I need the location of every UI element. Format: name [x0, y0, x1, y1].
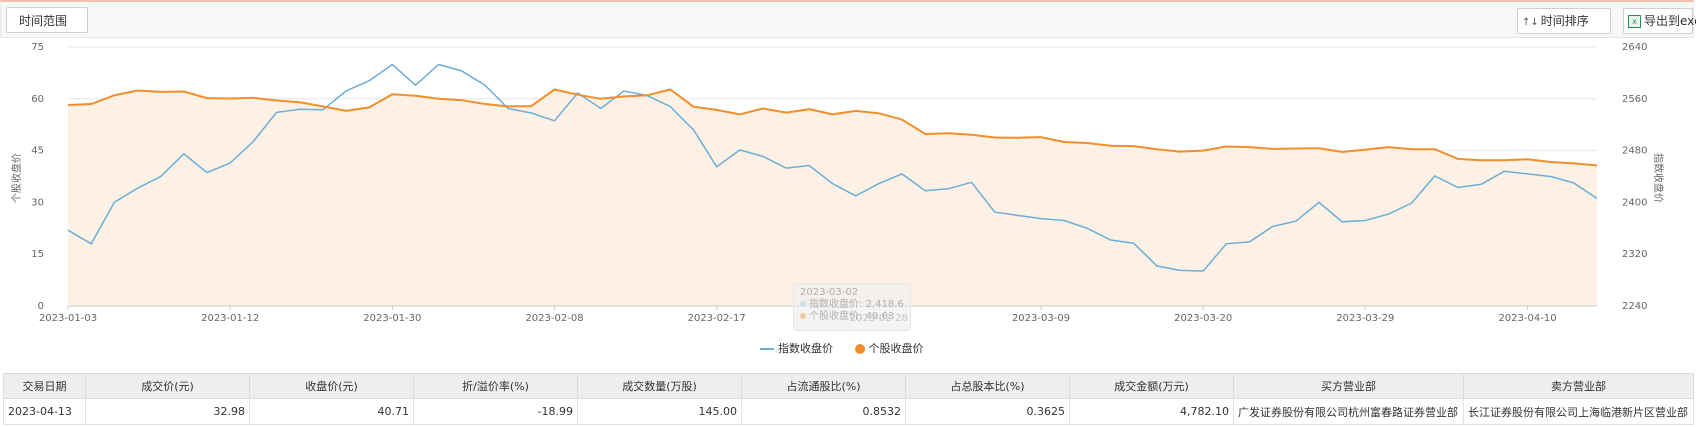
block-trade-table: 交易日期 成交价(元) 收盘价(元) 折/溢价率(%) 成交数量(万股) 占流通… [3, 373, 1694, 425]
cell-seller: 长江证券股份有限公司上海临港新片区营业部 [1463, 398, 1694, 425]
right-tick-label: 2480 [1622, 146, 1647, 157]
header-premium-rate[interactable]: 折/溢价率(%) [413, 373, 578, 399]
header-seller[interactable]: 卖方营业部 [1463, 373, 1694, 399]
cell-trade-price: 32.98 [85, 398, 250, 425]
header-trade-date[interactable]: 交易日期 [3, 373, 86, 399]
stock-dot-icon [800, 313, 806, 319]
index-line [67, 63, 1598, 272]
time-sort-label: 时间排序 [1540, 14, 1589, 28]
left-tick-label: 60 [31, 94, 44, 105]
tooltip-index-value: 2,418.6 [865, 299, 904, 310]
tooltip-stock-label: 个股收盘价 [809, 311, 859, 322]
x-tick-label: 2023-01-03 [39, 313, 97, 324]
left-axis: 0 15 30 45 60 75 [31, 42, 44, 312]
tooltip-stock-row: 个股收盘价: 49.63 [800, 311, 904, 323]
cell-total-ratio: 0.3625 [905, 398, 1070, 425]
header-close-price[interactable]: 收盘价(元) [249, 373, 414, 399]
table-header-row: 交易日期 成交价(元) 收盘价(元) 折/溢价率(%) 成交数量(万股) 占流通… [3, 373, 1694, 399]
stock-area-fill [68, 89, 1597, 306]
table-row[interactable]: 2023-04-13 32.98 40.71 -18.99 145.00 0.8… [3, 398, 1694, 425]
legend-stock-label: 个股收盘价 [868, 342, 924, 355]
chart-tooltip: 2023-03-02 指数收盘价: 2,418.6 个股收盘价: 49.63 [793, 283, 911, 331]
left-tick-label: 30 [31, 197, 44, 208]
legend-stock[interactable]: 个股收盘价 [837, 342, 924, 355]
export-excel-label: 导出到excel [1644, 14, 1696, 28]
x-tick-label: 2023-02-08 [525, 313, 583, 324]
legend-index[interactable]: 指数收盘价 [760, 342, 833, 355]
header-total-ratio[interactable]: 占总股本比(%) [905, 373, 1070, 399]
cell-amount: 4,782.10 [1069, 398, 1234, 425]
chart-lines [67, 63, 1598, 272]
tooltip-date: 2023-03-02 [800, 287, 859, 298]
left-tick-label: 15 [31, 249, 44, 260]
right-tick-label: 2400 [1622, 197, 1647, 208]
tooltip-index-label: 指数收盘价 [809, 299, 859, 310]
right-axis: 2240 2320 2400 2480 2560 2640 [1622, 42, 1647, 312]
toolbar: 时间范围 ↑↓时间排序 x导出到excel [0, 0, 1696, 38]
legend-index-label: 指数收盘价 [778, 342, 833, 355]
stock-line [67, 88, 1598, 167]
cell-trade-date: 2023-04-13 [3, 398, 86, 425]
stock-area [68, 89, 1597, 306]
sort-icon: ↑↓ [1522, 17, 1539, 28]
right-tick-label: 2240 [1622, 301, 1647, 312]
header-volume[interactable]: 成交数量(万股) [577, 373, 742, 399]
header-buyer[interactable]: 买方营业部 [1233, 373, 1464, 399]
chart-legend: 指数收盘价 个股收盘价 [760, 340, 924, 356]
x-tick-label: 2023-03-29 [1336, 313, 1394, 324]
cell-volume: 145.00 [577, 398, 742, 425]
left-tick-label: 45 [31, 146, 44, 157]
tooltip-index-row: 指数收盘价: 2,418.6 [800, 299, 904, 311]
right-tick-label: 2560 [1622, 94, 1647, 105]
right-tick-label: 2640 [1622, 42, 1647, 53]
header-float-ratio[interactable]: 占流通股比(%) [741, 373, 906, 399]
cell-close-price: 40.71 [249, 398, 414, 425]
header-trade-price[interactable]: 成交价(元) [85, 373, 250, 399]
tooltip-stock-value: 49.63 [865, 311, 895, 322]
left-axis-title: 个股收盘价 [10, 153, 23, 203]
index-line-icon [760, 348, 774, 350]
time-range-selector[interactable]: 时间范围 [6, 7, 88, 33]
time-sort-button[interactable]: ↑↓ 时间排序 [1517, 8, 1611, 34]
cell-float-ratio: 0.8532 [741, 398, 906, 425]
left-tick-label: 0 [38, 301, 44, 312]
right-tick-label: 2320 [1622, 249, 1647, 260]
left-tick-label: 75 [31, 42, 44, 53]
x-tick-label: 2023-02-17 [688, 313, 746, 324]
right-axis-title: 指数收盘价 [1652, 153, 1665, 203]
excel-icon: x [1628, 15, 1641, 28]
header-amount[interactable]: 成交金额(万元) [1069, 373, 1234, 399]
x-tick-label: 2023-03-09 [1012, 313, 1070, 324]
cell-buyer: 广发证券股份有限公司杭州富春路证券营业部 [1233, 398, 1464, 425]
export-excel-button[interactable]: x导出到excel [1623, 8, 1696, 34]
x-tick-label: 2023-01-12 [201, 313, 259, 324]
index-dot-icon [800, 301, 806, 307]
stock-circle-icon [854, 344, 865, 354]
x-tick-label: 2023-03-20 [1174, 313, 1232, 324]
cell-premium-rate: -18.99 [413, 398, 578, 425]
x-tick-label: 2023-04-10 [1498, 313, 1556, 324]
x-tick-label: 2023-01-30 [363, 313, 421, 324]
